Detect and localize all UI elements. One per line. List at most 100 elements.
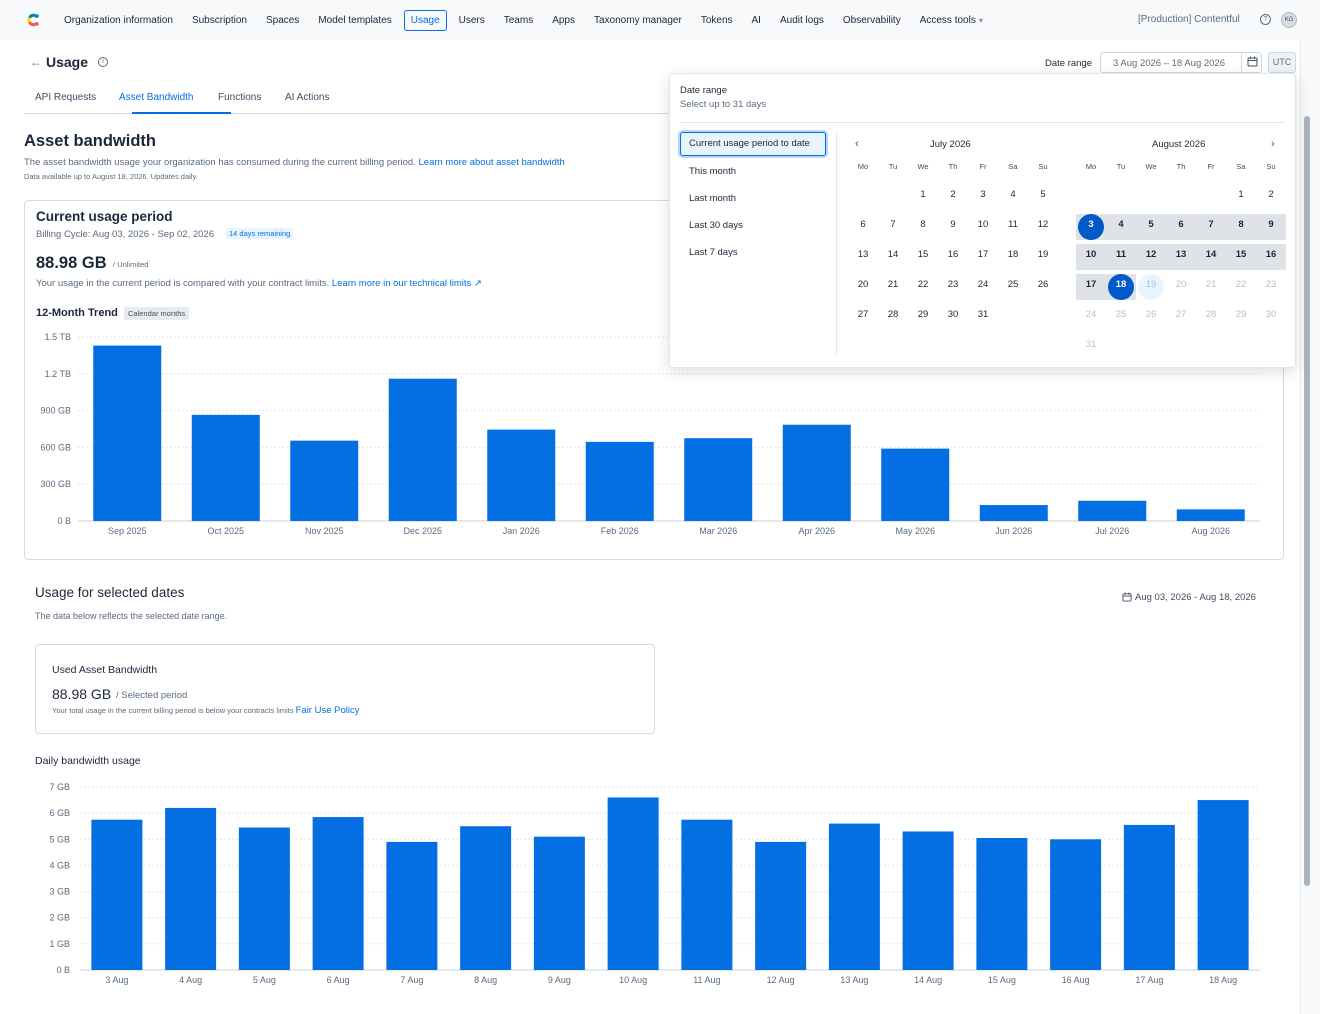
back-arrow-icon[interactable]: ← xyxy=(30,55,42,69)
calendar-day[interactable]: 16 xyxy=(1265,249,1277,260)
chart-bar xyxy=(755,841,807,970)
calendar-day[interactable]: 10 xyxy=(1085,249,1097,260)
chart-bar xyxy=(165,807,217,970)
calendar-day[interactable]: 3 xyxy=(1088,219,1094,230)
nav-item-subscription[interactable]: Subscription xyxy=(185,10,254,31)
calendar-day[interactable]: 6 xyxy=(1178,219,1184,230)
left-month-title: July 2026 xyxy=(930,139,971,150)
calendar-day[interactable]: 30 xyxy=(947,309,959,320)
tab-ai-actions[interactable]: AI Actions xyxy=(285,92,330,103)
calendar-day[interactable]: 26 xyxy=(1037,279,1049,290)
technical-limits-link[interactable]: Learn more in our technical limits xyxy=(331,278,472,289)
calendar-day[interactable]: 3 xyxy=(980,189,986,200)
weekday-label: We xyxy=(1145,162,1157,171)
calendar-day[interactable]: 24 xyxy=(977,279,989,290)
calendar-day[interactable]: 4 xyxy=(1118,219,1124,230)
preset-this-month[interactable]: This month xyxy=(689,166,736,177)
calendar-day[interactable]: 16 xyxy=(947,249,959,260)
tab-functions[interactable]: Functions xyxy=(218,92,262,103)
calendar-day[interactable]: 11 xyxy=(1115,249,1127,260)
nav-item-ai[interactable]: AI xyxy=(745,10,768,31)
calendar-day[interactable]: 18 xyxy=(1115,279,1127,290)
fair-use-policy-link[interactable]: Fair Use Policy xyxy=(295,705,360,716)
calendar-day[interactable]: 1 xyxy=(1238,189,1244,200)
nav-item-taxonomy-manager[interactable]: Taxonomy manager xyxy=(587,10,689,31)
calendar-day[interactable]: 12 xyxy=(1145,249,1157,260)
nav-item-spaces[interactable]: Spaces xyxy=(259,10,306,31)
calendar-day[interactable]: 23 xyxy=(947,279,959,290)
tab-asset-bandwidth[interactable]: Asset Bandwidth xyxy=(119,92,194,103)
x-tick-label: 8 Aug xyxy=(474,975,497,985)
calendar-day: 21 xyxy=(1205,279,1217,290)
nav-item-tokens[interactable]: Tokens xyxy=(694,10,740,31)
date-range-input[interactable]: 3 Aug 2026 – 18 Aug 2026 xyxy=(1100,52,1262,73)
calendar-day[interactable]: 12 xyxy=(1037,219,1049,230)
nav-item-model-templates[interactable]: Model templates xyxy=(311,10,398,31)
calendar-day[interactable]: 11 xyxy=(1008,219,1018,230)
calendar-day[interactable]: 6 xyxy=(860,219,866,230)
calendar-day[interactable]: 20 xyxy=(857,279,869,290)
calendar-day[interactable]: 19 xyxy=(1037,249,1049,260)
nav-item-label: AI xyxy=(751,14,761,26)
calendar-day[interactable]: 21 xyxy=(887,279,899,290)
calendar-day[interactable]: 7 xyxy=(1208,219,1214,230)
calendar-day[interactable]: 27 xyxy=(857,309,869,320)
calendar-day[interactable]: 28 xyxy=(887,309,899,320)
learn-more-asset-link[interactable]: Learn more about asset bandwidth xyxy=(418,157,565,168)
calendar-day[interactable]: 14 xyxy=(887,249,899,260)
preset-current-period[interactable]: Current usage period to date xyxy=(680,132,826,156)
calendar-day[interactable]: 9 xyxy=(1268,219,1274,230)
calendar-day[interactable]: 13 xyxy=(857,249,869,260)
calendar-day[interactable]: 7 xyxy=(890,219,896,230)
avatar[interactable]: KG xyxy=(1281,12,1297,28)
calendar-day[interactable]: 4 xyxy=(1010,189,1016,200)
nav-items: Organization information Subscription Spac… xyxy=(57,0,995,40)
calendar-day[interactable]: 15 xyxy=(917,249,929,260)
calendar-day[interactable]: 22 xyxy=(917,279,929,290)
calendar-day[interactable]: 2 xyxy=(950,189,956,200)
nav-item-usage[interactable]: Usage xyxy=(403,9,447,31)
scrollbar-thumb[interactable] xyxy=(1304,116,1310,886)
calendar-icon[interactable] xyxy=(1241,52,1262,73)
nav-item-organization-information[interactable]: Organization information xyxy=(57,10,180,31)
x-tick-label: 11 Aug xyxy=(693,975,720,985)
nav-item-teams[interactable]: Teams xyxy=(497,10,540,31)
timezone-button[interactable]: UTC xyxy=(1268,52,1296,73)
preset-last-7-days[interactable]: Last 7 days xyxy=(689,247,738,258)
weekday-label: Mo xyxy=(857,162,869,171)
calendar-day[interactable]: 2 xyxy=(1268,189,1274,200)
organization-switcher[interactable]: [Production] Contentful xyxy=(1138,14,1240,25)
contentful-logo-icon[interactable] xyxy=(24,11,42,29)
calendar-day[interactable]: 15 xyxy=(1235,249,1247,260)
calendar-day[interactable]: 17 xyxy=(977,249,989,260)
nav-item-apps[interactable]: Apps xyxy=(545,10,582,31)
calendar-day[interactable]: 8 xyxy=(1238,219,1244,230)
nav-item-label: Model templates xyxy=(318,14,392,26)
calendar-day[interactable]: 8 xyxy=(920,219,926,230)
info-icon[interactable]: i xyxy=(98,57,108,67)
page-scrollbar[interactable] xyxy=(1300,40,1320,1014)
nav-item-access-tools[interactable]: Access tools ▾ xyxy=(913,10,990,31)
calendar-day[interactable]: 9 xyxy=(950,219,956,230)
calendar-day[interactable]: 29 xyxy=(917,309,929,320)
calendar-day[interactable]: 25 xyxy=(1007,279,1019,290)
calendar-day[interactable]: 13 xyxy=(1175,249,1187,260)
nav-item-audit-logs[interactable]: Audit logs xyxy=(773,10,831,31)
nav-item-users[interactable]: Users xyxy=(452,10,492,31)
calendar-day[interactable]: 5 xyxy=(1148,219,1154,230)
right-month-title: August 2026 xyxy=(1152,139,1206,150)
previous-month-icon[interactable]: ‹ xyxy=(855,138,859,150)
calendar-day[interactable]: 18 xyxy=(1007,249,1019,260)
calendar-day[interactable]: 14 xyxy=(1205,249,1217,260)
next-month-icon[interactable]: › xyxy=(1271,138,1275,150)
calendar-day[interactable]: 10 xyxy=(977,219,989,230)
tab-api-requests[interactable]: API Requests xyxy=(35,92,97,103)
calendar-day[interactable]: 1 xyxy=(920,189,926,200)
preset-last-30-days[interactable]: Last 30 days xyxy=(689,220,743,231)
calendar-day[interactable]: 17 xyxy=(1085,279,1097,290)
preset-last-month[interactable]: Last month xyxy=(689,193,736,204)
calendar-day[interactable]: 31 xyxy=(977,309,989,320)
help-icon[interactable]: ? xyxy=(1260,14,1271,25)
nav-item-observability[interactable]: Observability xyxy=(836,10,908,31)
calendar-day[interactable]: 5 xyxy=(1040,189,1046,200)
